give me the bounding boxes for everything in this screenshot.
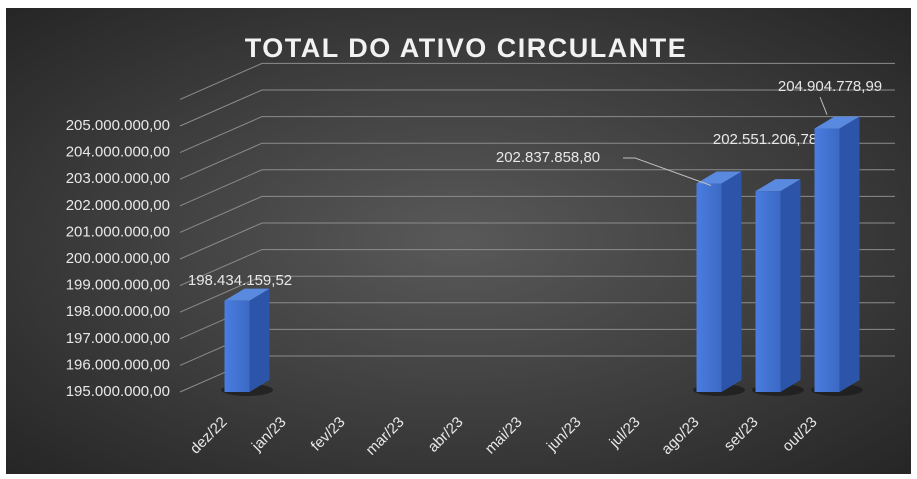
y-tick-label: 200.000.000,00 xyxy=(66,250,170,267)
bar-side xyxy=(780,179,801,392)
bar xyxy=(814,128,840,392)
bar-top xyxy=(224,288,270,301)
y-tick-label: 195.000.000,00 xyxy=(66,383,170,400)
bar-side xyxy=(839,116,860,393)
y-tick-label: 199.000.000,00 xyxy=(66,277,170,294)
y-tick-label: 197.000.000,00 xyxy=(66,330,170,347)
grid-line xyxy=(179,249,895,287)
data-label: 202.551.206,78 xyxy=(713,131,817,148)
plot-frame xyxy=(179,62,895,100)
bar-side xyxy=(721,171,742,392)
y-tick-label: 205.000.000,00 xyxy=(66,117,170,134)
y-tick-label: 202.000.000,00 xyxy=(66,197,170,214)
y-tick-label: 198.000.000,00 xyxy=(66,303,170,320)
bar-side xyxy=(249,288,270,392)
bar xyxy=(755,191,781,392)
data-label: 202.837.858,80 xyxy=(496,149,600,166)
y-tick-label: 204.000.000,00 xyxy=(66,144,170,161)
chart-title: TOTAL DO ATIVO CIRCULANTE xyxy=(245,33,688,63)
y-tick-label: 196.000.000,00 xyxy=(66,356,170,373)
grid-line xyxy=(179,142,895,180)
y-tick-label: 201.000.000,00 xyxy=(66,223,170,240)
grid-line xyxy=(179,89,895,127)
bar xyxy=(696,183,722,392)
grid-line xyxy=(179,275,895,313)
grid-line xyxy=(179,169,895,207)
data-label: 204.904.778,99 xyxy=(778,78,882,95)
leader-line xyxy=(623,157,712,186)
data-label: 198.434.159,52 xyxy=(188,272,292,289)
grid-line xyxy=(179,222,895,260)
y-tick-label: 203.000.000,00 xyxy=(66,170,170,187)
bar-top xyxy=(696,171,742,184)
grid-line xyxy=(179,195,895,233)
bar-top xyxy=(755,179,801,192)
bar-top xyxy=(814,116,860,129)
bar xyxy=(224,300,250,392)
leader-line xyxy=(819,96,828,115)
grid-line xyxy=(179,116,895,154)
